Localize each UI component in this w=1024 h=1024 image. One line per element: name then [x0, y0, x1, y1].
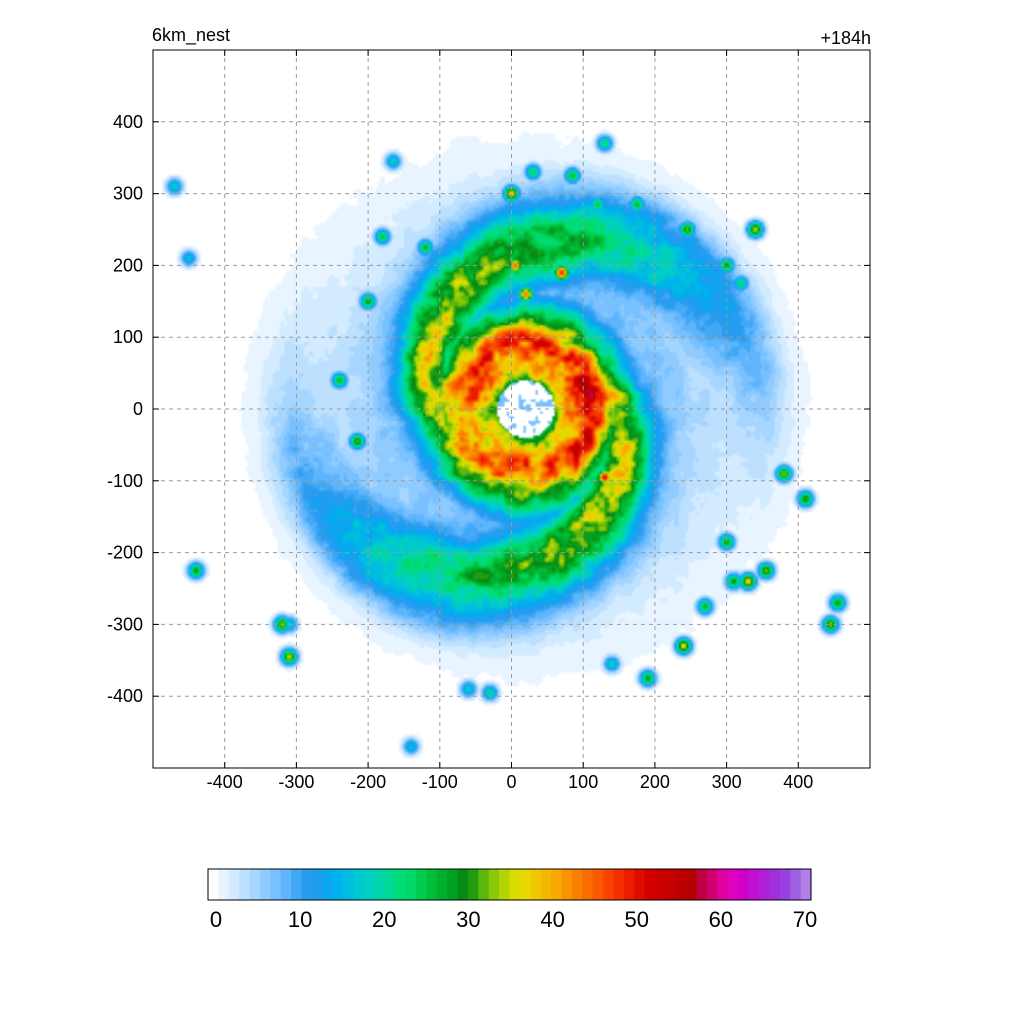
colorbar-swatch: [655, 869, 667, 900]
x-tick-label: 0: [506, 772, 516, 792]
colorbar-swatch: [519, 869, 531, 900]
colorbar-swatch: [707, 869, 719, 900]
x-tick-label: -200: [350, 772, 386, 792]
colorbar-swatch: [551, 869, 563, 900]
x-tick-label: 300: [712, 772, 742, 792]
colorbar-swatch: [478, 869, 490, 900]
colorbar-frame: [207, 868, 812, 901]
colorbar-swatch: [291, 869, 303, 900]
x-tick-label: -300: [278, 772, 314, 792]
colorbar-swatch: [759, 869, 771, 900]
colorbar-tick-label: 40: [540, 907, 564, 932]
colorbar-swatch: [415, 869, 427, 900]
colorbar-tick-label: 10: [288, 907, 312, 932]
colorbar-swatch: [613, 869, 625, 900]
colorbar-tick-label: 60: [709, 907, 733, 932]
colorbar-swatch: [592, 869, 604, 900]
y-tick-label: -100: [107, 471, 143, 491]
colorbar-swatch: [239, 869, 251, 900]
y-tick-label: -400: [107, 686, 143, 706]
colorbar-swatch: [769, 869, 781, 900]
colorbar-swatch: [311, 869, 323, 900]
reflectivity-field: [153, 50, 870, 768]
colorbar-swatch: [301, 869, 313, 900]
y-tick-label: 300: [113, 184, 143, 204]
colorbar-swatch: [343, 869, 355, 900]
colorbar-swatch: [447, 869, 459, 900]
colorbar-swatch: [634, 869, 646, 900]
y-tick-label: 200: [113, 255, 143, 275]
colorbar-tick-label: 20: [372, 907, 396, 932]
colorbar-swatch: [228, 869, 240, 900]
colorbar-swatch: [208, 869, 219, 900]
colorbar-swatch: [332, 869, 344, 900]
x-tick-label: 400: [783, 772, 813, 792]
colorbar-swatch: [686, 869, 698, 900]
colorbar-swatch: [405, 869, 417, 900]
y-tick-label: 100: [113, 327, 143, 347]
colorbar-swatch: [530, 869, 542, 900]
colorbar-swatch: [623, 869, 635, 900]
plot-title-left: 6km_nest: [152, 25, 230, 46]
colorbar-swatch: [748, 869, 760, 900]
colorbar-swatch: [675, 869, 687, 900]
colorbar-swatch: [582, 869, 594, 900]
colorbar-swatch: [436, 869, 448, 900]
colorbar-swatch: [779, 869, 791, 900]
colorbar-swatch: [571, 869, 583, 900]
colorbar-swatch: [270, 869, 282, 900]
y-tick-label: 0: [133, 399, 143, 419]
colorbar-labels: 0 10 20 30 40 50 60 70: [210, 907, 817, 932]
y-tick-label: 400: [113, 112, 143, 132]
x-tick-label: 100: [568, 772, 598, 792]
colorbar-swatch: [509, 869, 521, 900]
colorbar-swatch: [249, 869, 261, 900]
colorbar-swatch: [280, 869, 292, 900]
colorbar-tick-label: 70: [793, 907, 817, 932]
plot-title-right: +184h: [820, 28, 871, 48]
colorbar-swatch: [426, 869, 438, 900]
x-tick-label: -400: [207, 772, 243, 792]
colorbar-swatch: [259, 869, 271, 900]
colorbar-swatch: [395, 869, 407, 900]
colorbar-swatch: [363, 869, 375, 900]
colorbar-swatch: [644, 869, 656, 900]
colorbar-swatch: [384, 869, 396, 900]
colorbar-swatch: [727, 869, 739, 900]
y-tick-label: -200: [107, 543, 143, 563]
colorbar-swatch: [790, 869, 802, 900]
y-tick-label: -300: [107, 614, 143, 634]
colorbar-swatch: [665, 869, 677, 900]
colorbar-tick-label: 0: [210, 907, 222, 932]
colorbar-swatch: [800, 869, 812, 900]
colorbar-swatch: [603, 869, 615, 900]
colorbar-swatch: [738, 869, 750, 900]
axis-ticks: -400 -300 -200 -100 0 100 200 300 400 400 300 200 10…: [107, 50, 870, 792]
colorbar-swatch: [218, 869, 230, 900]
colorbar-swatch: [717, 869, 729, 900]
colorbar-swatch: [353, 869, 365, 900]
colorbar-swatch: [374, 869, 386, 900]
colorbar-swatch: [467, 869, 479, 900]
colorbar-swatch: [561, 869, 573, 900]
plot-frame: [152, 49, 871, 769]
x-tick-label: 200: [640, 772, 670, 792]
colorbar-swatch: [457, 869, 469, 900]
x-tick-label: -100: [422, 772, 458, 792]
colorbar-swatch: [499, 869, 511, 900]
colorbar-swatch: [696, 869, 708, 900]
colorbar: [207, 868, 812, 901]
colorbar-swatch: [540, 869, 552, 900]
colorbar-tick-label: 30: [456, 907, 480, 932]
colorbar-swatch: [488, 869, 500, 900]
colorbar-swatch: [322, 869, 334, 900]
colorbar-tick-label: 50: [624, 907, 648, 932]
